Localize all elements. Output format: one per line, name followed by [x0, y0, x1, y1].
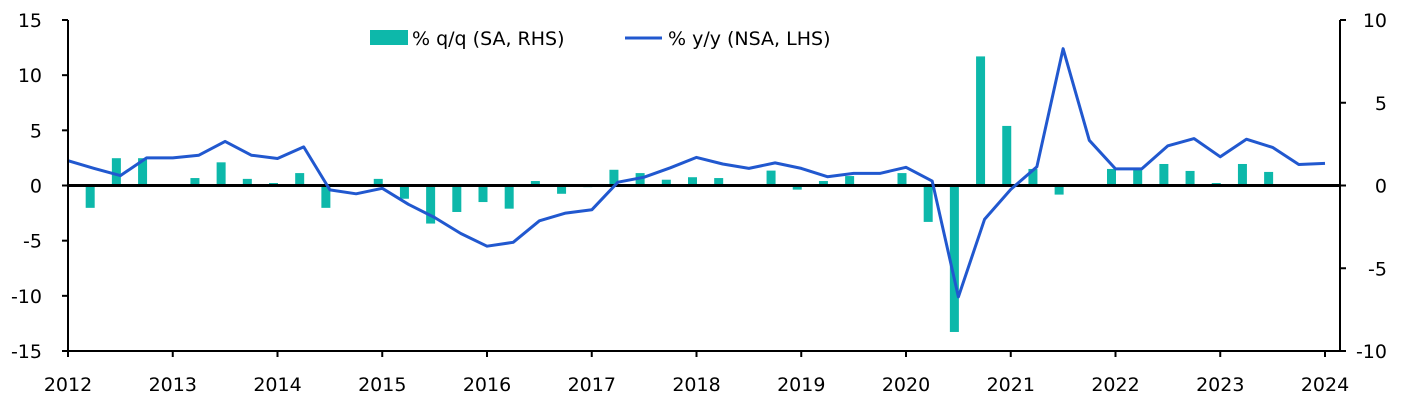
bar: [530, 181, 540, 186]
bar: [85, 185, 95, 208]
right-tick-label: -10: [1356, 341, 1387, 363]
x-tick-label: 2019: [777, 374, 825, 396]
x-tick-label: 2017: [568, 374, 616, 396]
bar: [1237, 163, 1247, 186]
legend-label-yy: % y/y (NSA, LHS): [668, 28, 830, 50]
bar: [1185, 170, 1195, 186]
x-tick-label: 2016: [463, 374, 511, 396]
bar: [138, 158, 148, 186]
bar: [295, 173, 305, 186]
bar: [661, 179, 671, 186]
right-tick-label: 10: [1363, 10, 1387, 32]
bar: [1107, 168, 1116, 186]
left-tick-label: -10: [11, 286, 42, 308]
bar: [504, 185, 514, 209]
x-tick-label: 2018: [672, 374, 720, 396]
x-tick-label: 2013: [149, 374, 197, 396]
bar: [1054, 185, 1064, 195]
bar: [321, 185, 331, 208]
x-tick-label: 2020: [882, 374, 930, 396]
x-tick-label: 2021: [987, 374, 1035, 396]
legend-swatch-qq: [370, 30, 408, 45]
bar: [923, 185, 933, 222]
bar: [766, 170, 776, 186]
bar: [1002, 125, 1012, 186]
x-tick-label: 2015: [358, 374, 406, 396]
bar: [976, 56, 986, 186]
right-tick-label: 5: [1375, 93, 1387, 115]
bar: [111, 158, 121, 186]
bar: [190, 178, 200, 186]
axes: 15 10 5 0 -5 -10 -15 10 5 0 -5 -10 2012 2013 2014 2015 2…: [11, 10, 1387, 396]
bar: [452, 185, 462, 212]
left-tick-label: 5: [30, 120, 42, 142]
x-tick-label: 2022: [1091, 374, 1139, 396]
bar: [216, 162, 226, 186]
bar: [1028, 168, 1038, 186]
bar: [373, 178, 383, 186]
legend-label-qq: % q/q (SA, RHS): [412, 28, 565, 50]
x-tick-label: 2024: [1301, 374, 1349, 396]
bar: [426, 185, 436, 224]
bar: [792, 185, 802, 190]
left-tick-label: 0: [30, 176, 42, 198]
bar: [949, 185, 959, 332]
left-tick-label: -5: [23, 231, 42, 253]
bar: [242, 178, 252, 186]
left-tick-label: 10: [18, 65, 42, 87]
bar: [399, 185, 409, 199]
left-tick-label: -15: [11, 341, 42, 363]
right-tick-label: 0: [1375, 176, 1387, 198]
bar: [818, 181, 828, 186]
x-tick-label: 2023: [1196, 374, 1244, 396]
left-tick-label: 15: [18, 10, 42, 32]
right-tick-label: -5: [1368, 258, 1387, 280]
bar: [557, 185, 567, 194]
bar: [609, 169, 619, 186]
bar-series-qq: [85, 56, 1274, 332]
line-series-yy: [67, 47, 1326, 299]
x-tick-label: 2012: [44, 374, 92, 396]
bar: [714, 178, 724, 186]
x-tick-label: 2014: [253, 374, 301, 396]
bar: [897, 173, 907, 186]
bar: [688, 177, 697, 186]
bar: [1264, 171, 1274, 186]
bar: [1159, 163, 1169, 186]
bar: [1133, 168, 1143, 186]
bar: [478, 185, 488, 203]
legend: % q/q (SA, RHS) % y/y (NSA, LHS): [370, 28, 830, 50]
bar: [845, 176, 855, 186]
